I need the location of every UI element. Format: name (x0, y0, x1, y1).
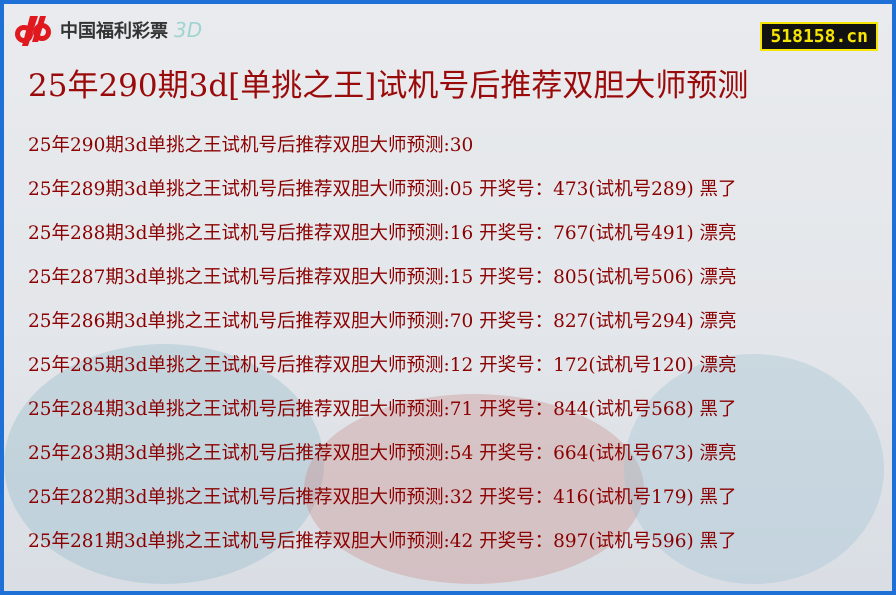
page-title: 25年290期3d[单挑之王]试机号后推荐双胆大师预测 (28, 68, 749, 104)
list-item: 25年286期3d单挑之王试机号后推荐双胆大师预测:70 开奖号：827(试机号… (28, 311, 737, 332)
list-item: 25年282期3d单挑之王试机号后推荐双胆大师预测:32 开奖号：416(试机号… (28, 487, 737, 508)
background-wave (4, 344, 324, 584)
cwl-logo-icon (15, 16, 51, 46)
background-wave (304, 394, 644, 584)
list-item: 25年281期3d单挑之王试机号后推荐双胆大师预测:42 开奖号：897(试机号… (28, 531, 737, 552)
list-item: 25年289期3d单挑之王试机号后推荐双胆大师预测:05 开奖号：473(试机号… (28, 179, 737, 200)
list-item: 25年288期3d单挑之王试机号后推荐双胆大师预测:16 开奖号：767(试机号… (28, 223, 737, 244)
lottery-logo: 中国福利彩票 3D (12, 12, 202, 48)
list-item: 25年284期3d单挑之王试机号后推荐双胆大师预测:71 开奖号：844(试机号… (28, 399, 737, 420)
list-item: 25年285期3d单挑之王试机号后推荐双胆大师预测:12 开奖号：172(试机号… (28, 355, 737, 376)
list-item: 25年290期3d单挑之王试机号后推荐双胆大师预测:30 (28, 135, 474, 156)
background-wave (624, 354, 884, 584)
list-item: 25年287期3d单挑之王试机号后推荐双胆大师预测:15 开奖号：805(试机号… (28, 267, 737, 288)
logo-text: 中国福利彩票 (60, 21, 168, 42)
prediction-list: 25年290期3d单挑之王试机号后推荐双胆大师预测:30 25年289期3d单挑… (28, 132, 737, 572)
list-item: 25年283期3d单挑之王试机号后推荐双胆大师预测:54 开奖号：664(试机号… (28, 443, 737, 464)
site-badge: 518158.cn (760, 22, 878, 51)
logo-3d: 3D (174, 18, 203, 42)
